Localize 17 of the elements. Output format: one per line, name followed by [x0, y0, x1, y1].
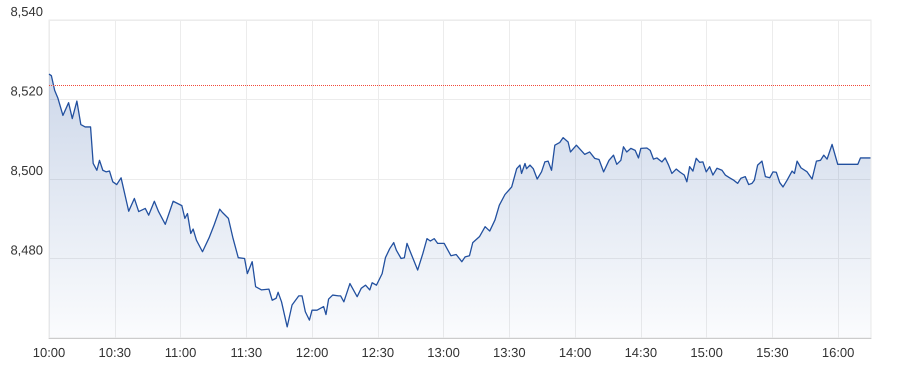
y-tick-label: 8,500 [10, 163, 43, 178]
x-tick-label: 11:30 [230, 345, 262, 360]
x-tick-label: 11:00 [164, 345, 196, 360]
x-tick-label: 10:00 [32, 345, 66, 360]
x-tick-label: 15:00 [690, 345, 723, 360]
x-tick-label: 12:00 [296, 345, 328, 360]
x-tick-label: 14:00 [558, 345, 592, 360]
x-tick-label: 12:30 [362, 345, 394, 360]
y-tick-label: 8,540 [10, 4, 43, 19]
x-tick-label: 16:00 [822, 345, 854, 360]
y-tick-label: 8,520 [10, 84, 43, 98]
x-tick-label: 14:30 [624, 345, 658, 360]
x-tick-label: 13:00 [427, 345, 460, 360]
x-tick-label: 10:30 [98, 345, 132, 360]
x-tick-label: 15:30 [756, 345, 789, 360]
x-tick-label: 13:30 [493, 345, 526, 360]
y-tick-label: 8,480 [10, 242, 43, 258]
